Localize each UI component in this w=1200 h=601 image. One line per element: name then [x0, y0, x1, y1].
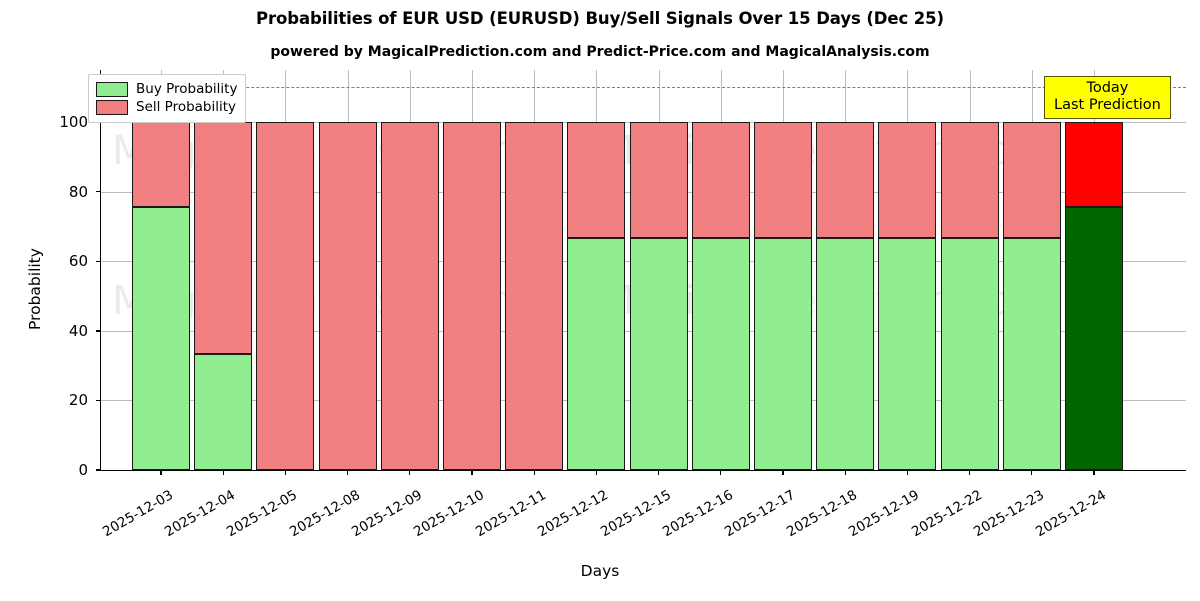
x-tick-mark	[471, 470, 473, 475]
bar-group[interactable]	[1065, 70, 1123, 470]
last-prediction-label: Last Prediction	[1054, 97, 1161, 114]
bar-segment-buy[interactable]	[1002, 238, 1061, 470]
chart-title: Probabilities of EUR USD (EURUSD) Buy/Se…	[255, 9, 945, 28]
x-tick-mark	[1093, 470, 1095, 475]
legend-item[interactable]: Buy Probability	[96, 80, 237, 98]
bar-segment-sell[interactable]	[380, 122, 439, 470]
bar-group[interactable]	[940, 70, 999, 470]
y-tick-label: 100	[59, 113, 88, 132]
x-tick-mark	[782, 470, 784, 475]
x-tick-mark	[595, 470, 598, 475]
bar-segment-buy[interactable]	[878, 238, 937, 470]
bar-segment-buy[interactable]	[629, 238, 688, 470]
today-label: Today	[1086, 80, 1129, 96]
bar-segment-buy[interactable]	[1065, 207, 1123, 470]
x-tick-mark	[968, 470, 971, 475]
bar-segment-buy[interactable]	[691, 238, 750, 470]
bar-group[interactable]	[194, 70, 253, 470]
bar-group[interactable]	[132, 70, 190, 470]
bar-group[interactable]	[318, 70, 377, 470]
bar-segment-sell[interactable]	[878, 122, 937, 238]
bar-segment-sell[interactable]	[1002, 122, 1061, 238]
legend-item[interactable]: Sell Probability	[96, 98, 237, 116]
bar-segment-sell[interactable]	[567, 122, 626, 238]
bar-segment-sell[interactable]	[816, 122, 875, 238]
bar-segment-sell[interactable]	[691, 122, 750, 238]
x-tick-mark	[533, 470, 535, 475]
plot-inner	[101, 70, 1186, 470]
y-tick-label: 0	[78, 461, 88, 479]
bar-group[interactable]	[629, 70, 688, 470]
legend-swatch-sell	[96, 99, 128, 115]
x-tick-mark	[720, 470, 722, 475]
y-tick-mark	[96, 469, 101, 471]
x-tick-mark	[409, 470, 411, 475]
y-tick-mark	[96, 399, 101, 402]
x-tick-mark	[906, 470, 909, 475]
bar-segment-buy[interactable]	[194, 354, 253, 470]
bar-segment-sell[interactable]	[505, 122, 564, 470]
y-tick-label: 60	[68, 252, 88, 271]
bar-segment-sell[interactable]	[132, 122, 190, 208]
x-tick-mark	[657, 470, 660, 475]
y-tick-label: 80	[68, 182, 88, 201]
bar-group[interactable]	[567, 70, 626, 470]
y-tick-mark	[96, 260, 101, 262]
legend-label: Buy Probability	[136, 81, 238, 97]
bar-segment-sell[interactable]	[629, 122, 688, 238]
x-axis-label: Days	[580, 562, 620, 580]
y-tick-mark	[96, 330, 101, 332]
y-tick-mark	[96, 191, 101, 193]
bar-segment-sell[interactable]	[256, 122, 315, 470]
x-tick-mark	[346, 470, 349, 475]
bar-group[interactable]	[1002, 70, 1061, 470]
bar-group[interactable]	[256, 70, 315, 470]
x-tick-mark	[844, 470, 846, 475]
bar-segment-sell[interactable]	[443, 122, 501, 470]
x-tick-mark	[1031, 470, 1033, 475]
legend-label: Sell Probability	[136, 99, 237, 115]
bar-group[interactable]	[816, 70, 875, 470]
bar-segment-buy[interactable]	[132, 207, 190, 470]
x-tick-mark	[284, 470, 287, 475]
bar-segment-sell[interactable]	[194, 122, 253, 355]
legend-swatch-buy	[96, 81, 128, 97]
chart-subtitle: powered by MagicalPrediction.com and Pre…	[270, 44, 930, 60]
bar-segment-buy[interactable]	[940, 238, 999, 470]
bar-segment-buy[interactable]	[816, 238, 875, 470]
bar-segment-sell[interactable]	[754, 122, 812, 238]
bar-segment-buy[interactable]	[567, 238, 626, 470]
chart-legend: Buy Probability Sell Probability	[88, 74, 247, 123]
x-tick-mark	[160, 470, 162, 475]
bar-segment-sell[interactable]	[318, 122, 377, 470]
bar-segment-sell[interactable]	[1065, 122, 1123, 208]
bar-group[interactable]	[691, 70, 750, 470]
y-tick-label: 40	[68, 321, 88, 340]
bar-group[interactable]	[505, 70, 564, 470]
x-tick-mark	[222, 470, 224, 475]
bar-group[interactable]	[380, 70, 439, 470]
bar-segment-sell[interactable]	[940, 122, 999, 238]
bar-group[interactable]	[443, 70, 501, 470]
bar-segment-buy[interactable]	[754, 238, 812, 470]
bar-group[interactable]	[754, 70, 812, 470]
y-tick-label: 20	[68, 391, 88, 410]
threshold-dashed-line	[101, 87, 1186, 89]
plot-area	[96, 70, 1186, 475]
bar-group[interactable]	[878, 70, 937, 470]
today-annotation: Today Last Prediction	[1044, 76, 1171, 120]
